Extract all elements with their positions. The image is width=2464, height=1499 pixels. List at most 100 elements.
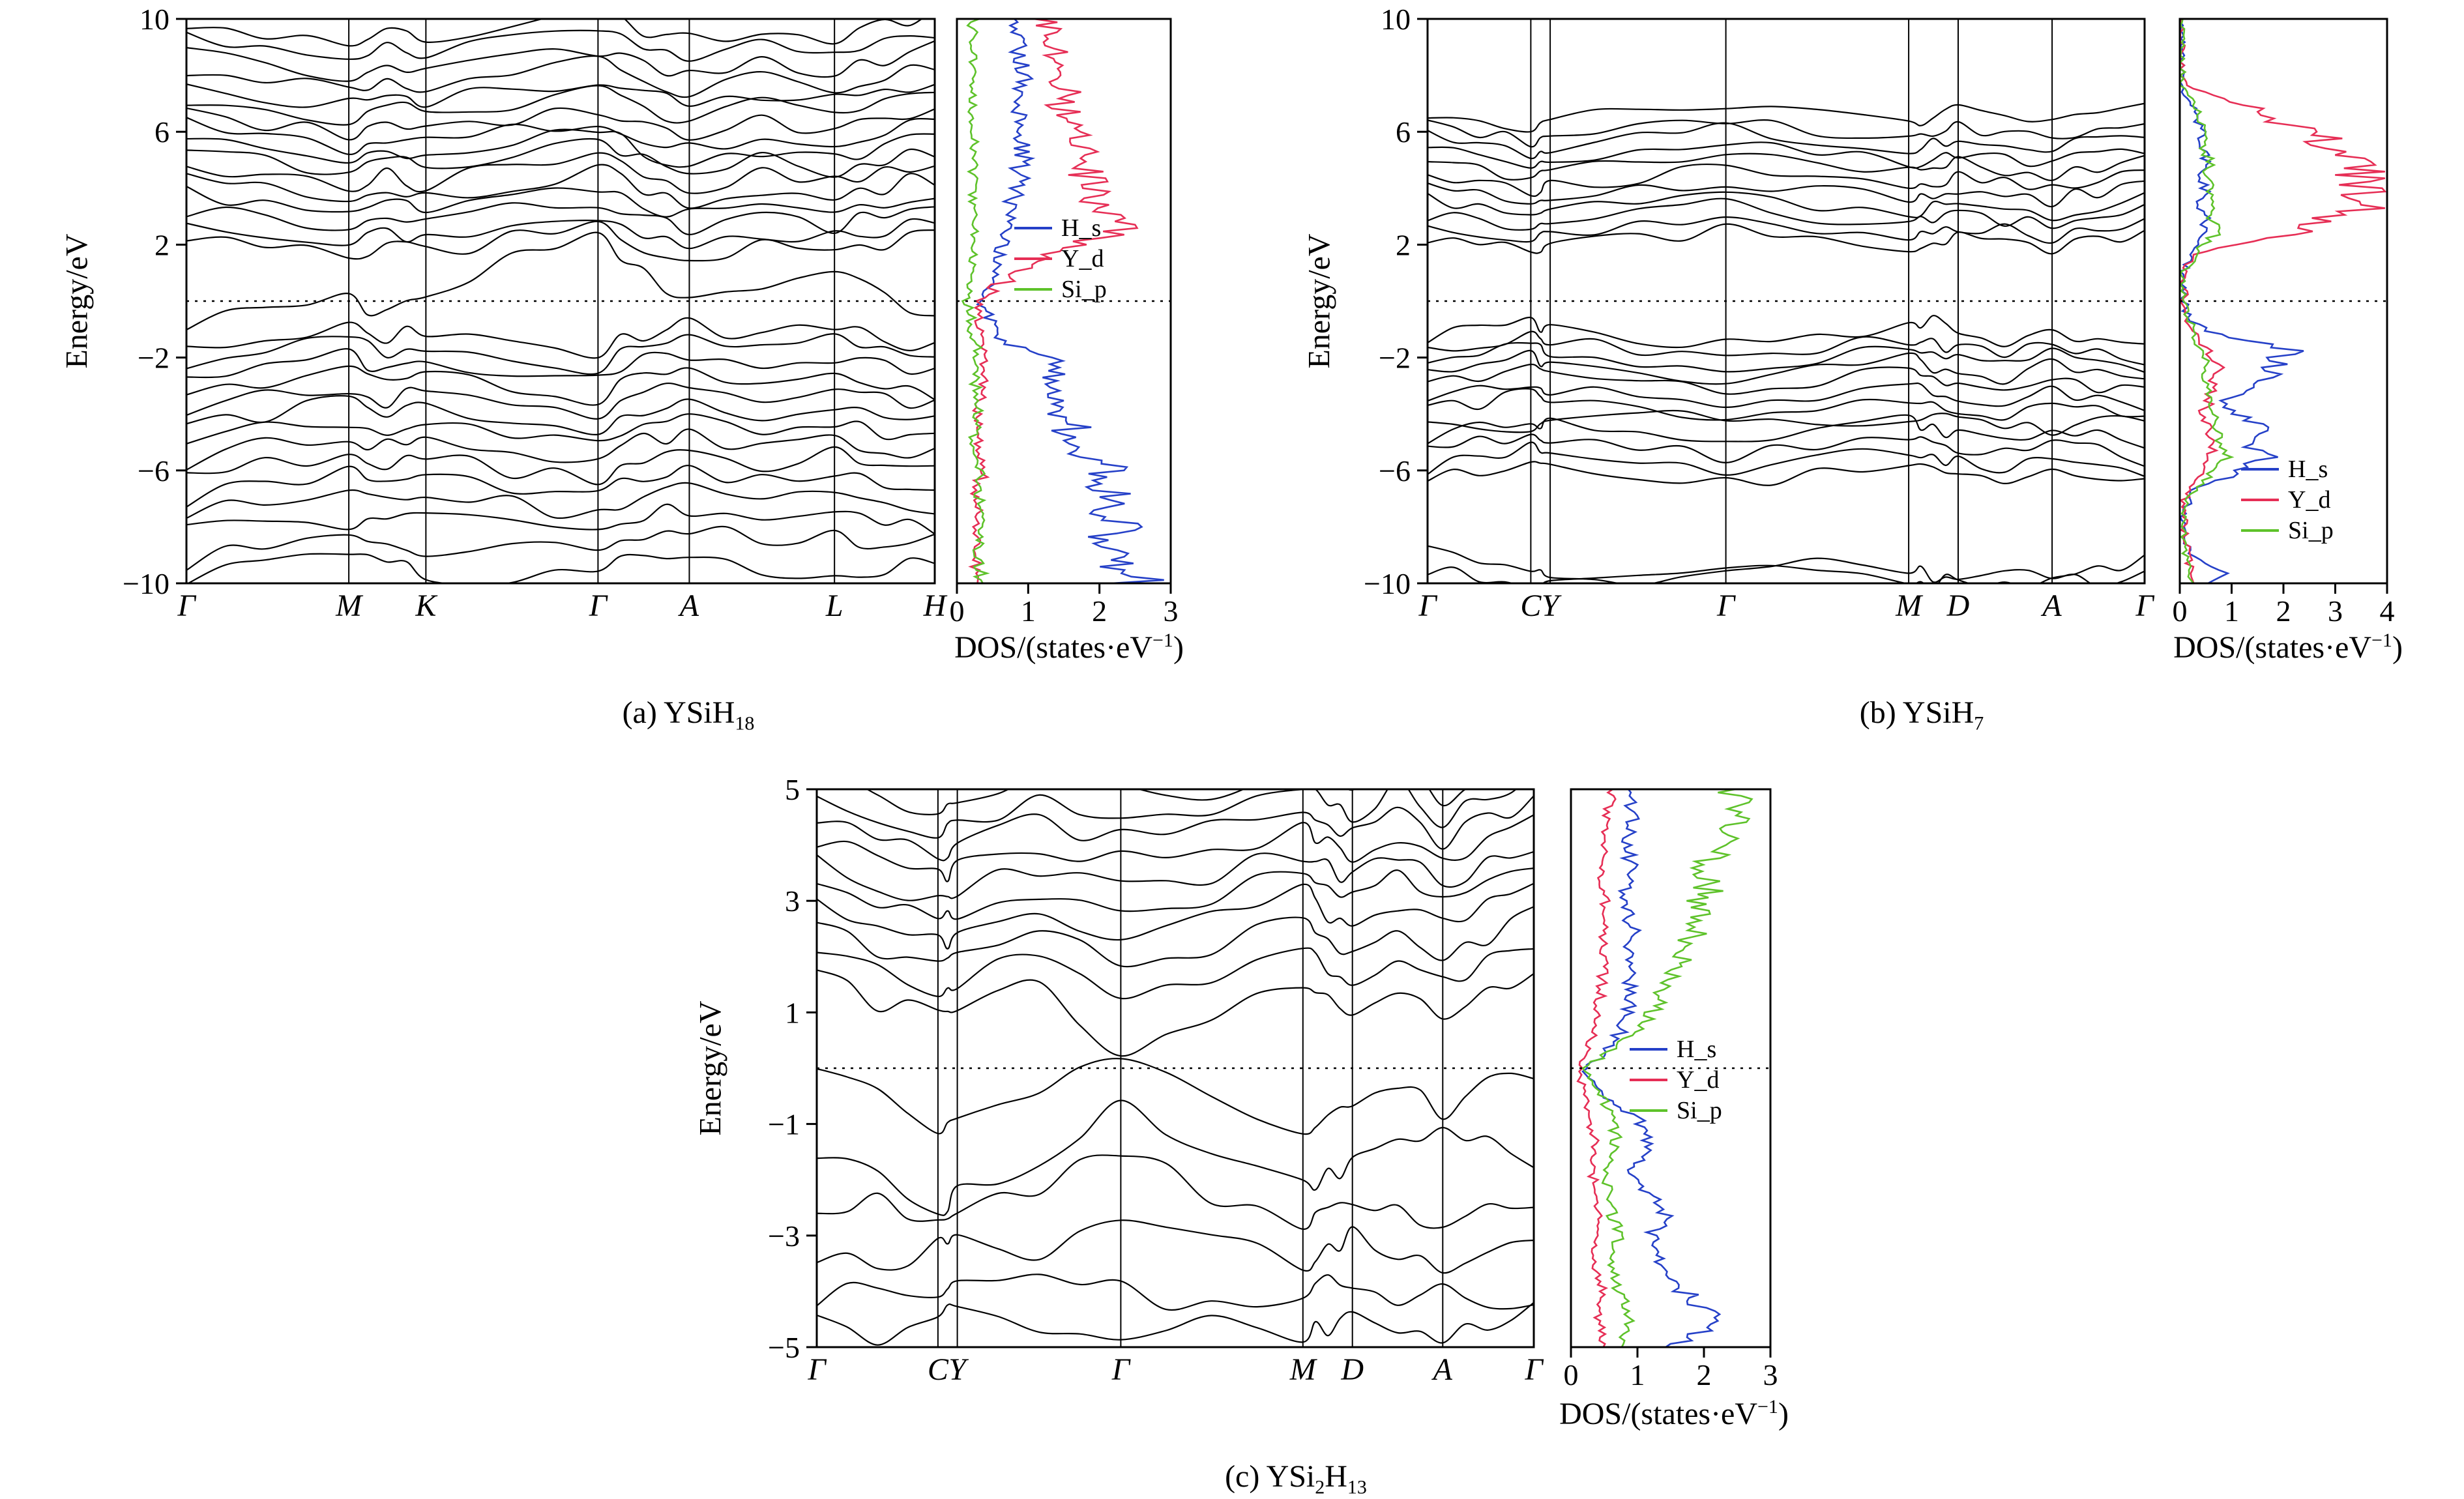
- band-line: [1428, 216, 2145, 244]
- dos-tick-label: 3: [2328, 594, 2343, 628]
- dos-label-text: ): [2392, 630, 2403, 665]
- legend-label: H_s: [2288, 455, 2328, 483]
- band-line: [817, 789, 1518, 839]
- band-line: [817, 1154, 1534, 1230]
- legend-item-Hs: H_s: [1630, 1034, 1722, 1064]
- band-line: [186, 220, 935, 262]
- k-point-label: Y: [1542, 589, 1562, 623]
- legend-label: Y_d: [1677, 1066, 1720, 1094]
- dos-axis-label-b: DOS/(states·eV−1): [2173, 630, 2403, 665]
- band-line: [817, 851, 1534, 901]
- band-line: [817, 906, 1534, 968]
- legend-line-Y_d-icon: [1014, 257, 1052, 260]
- band-line: [1428, 388, 2145, 421]
- y-tick-label: 6: [154, 115, 169, 149]
- k-point-label: C: [928, 1352, 949, 1387]
- k-point-label: M: [1895, 589, 1924, 623]
- y-tick-label: −10: [123, 567, 169, 600]
- dos-curve-H_s: [976, 20, 1164, 583]
- energy-axis-label-a: Energy/eV: [59, 233, 95, 369]
- legend-line-H_s-icon: [1630, 1047, 1667, 1051]
- band-line: [186, 128, 935, 168]
- caption-subscript: 13: [1347, 1476, 1367, 1498]
- band-line: [1428, 141, 2145, 169]
- band-line: [817, 795, 1534, 862]
- band-line: [186, 19, 923, 47]
- band-line: [1428, 382, 2145, 411]
- legend-line-Y_d-icon: [2241, 498, 2279, 501]
- band-line: [1428, 163, 2145, 197]
- legend-label: Si_p: [1061, 275, 1107, 303]
- k-point-label: K: [415, 589, 438, 623]
- dos-curve-Y_d: [2180, 20, 2386, 583]
- band-line: [1428, 342, 2145, 373]
- band-line: [186, 428, 935, 471]
- k-point-label: Γ: [177, 589, 196, 623]
- dos-curve-Si_p: [1581, 790, 1753, 1346]
- band-line: [1428, 363, 2145, 395]
- caption-text: H: [1325, 1459, 1347, 1494]
- dos-axis-label-c: DOS/(states·eV−1): [1559, 1396, 1789, 1432]
- band-line: [186, 117, 935, 155]
- band-line: [186, 553, 935, 583]
- band-line: [1428, 223, 2145, 255]
- band-line: [186, 164, 935, 209]
- dos-curve-H_s: [1581, 790, 1722, 1346]
- band-line: [1428, 414, 2145, 449]
- dos-curve-Si_p: [961, 20, 990, 583]
- k-point-label: Γ: [1418, 589, 1437, 623]
- band-line: [186, 333, 935, 375]
- legend-line-Si_p-icon: [1014, 287, 1052, 291]
- legend-item-Hs: H_s: [1014, 212, 1107, 243]
- band-line: [1428, 122, 2145, 160]
- band-line: [817, 1099, 1534, 1216]
- dos-label-text: DOS/(states·eV: [954, 630, 1153, 665]
- dos-curve-Si_p: [2180, 20, 2235, 583]
- band-line: [1428, 433, 2145, 467]
- dos-tick-label: 0: [950, 594, 965, 628]
- band-lines: [817, 789, 1534, 1346]
- band-plot-frame: [1426, 18, 2146, 585]
- y-tick-label: 10: [1381, 3, 1411, 36]
- legend-item-Sip: Si_p: [2241, 515, 2334, 546]
- legend-item-Yd: Y_d: [2241, 484, 2334, 515]
- legend-label: H_s: [1677, 1035, 1717, 1063]
- legend-line-Si_p-icon: [1630, 1109, 1667, 1112]
- band-line: [186, 29, 935, 62]
- dos-tick-label: 1: [1630, 1358, 1645, 1391]
- y-tick-label: 3: [785, 884, 800, 918]
- y-tick-label: −3: [768, 1219, 800, 1253]
- band-line: [1428, 461, 2145, 486]
- energy-axis-label-b: Energy/eV: [1302, 233, 1337, 369]
- band-line: [1428, 441, 2145, 477]
- band-line: [186, 317, 935, 359]
- dos-label-text: DOS/(states·eV: [2173, 630, 2372, 665]
- band-line: [817, 789, 1467, 815]
- dos-tick-label: 3: [1763, 1358, 1778, 1391]
- k-point-label: A: [1431, 1352, 1453, 1387]
- legend-label: H_s: [1061, 214, 1102, 242]
- band-line: [817, 882, 1534, 950]
- band-line: [817, 1302, 1534, 1346]
- legend-line-Y_d-icon: [1630, 1078, 1667, 1081]
- y-tick-label: −2: [138, 342, 169, 375]
- dos-tick-label: 2: [1092, 594, 1107, 628]
- legend-line-H_s-icon: [2241, 467, 2279, 471]
- panel-c: 531−1−3−5Γ C Y Γ M D A Γ 0 1 2 3: [768, 773, 1778, 1391]
- dos-curves: [1576, 790, 1753, 1346]
- band-line: [817, 947, 1534, 1000]
- dos-label-text: DOS/(states·eV: [1559, 1397, 1758, 1431]
- y-tick-label: −10: [1364, 567, 1411, 600]
- band-plot-frame: [815, 788, 1535, 1348]
- k-point-label: M: [335, 589, 364, 623]
- band-line: [186, 152, 935, 194]
- k-point-label: A: [678, 589, 699, 623]
- k-point-label: Γ: [589, 589, 608, 623]
- dos-label-sup: −1: [1757, 1396, 1778, 1418]
- dos-plot-frame: [1570, 788, 1772, 1348]
- dos-tick-label: 2: [1697, 1358, 1712, 1391]
- y-tick-label: 2: [1396, 228, 1411, 261]
- y-tick-label: −1: [768, 1108, 800, 1141]
